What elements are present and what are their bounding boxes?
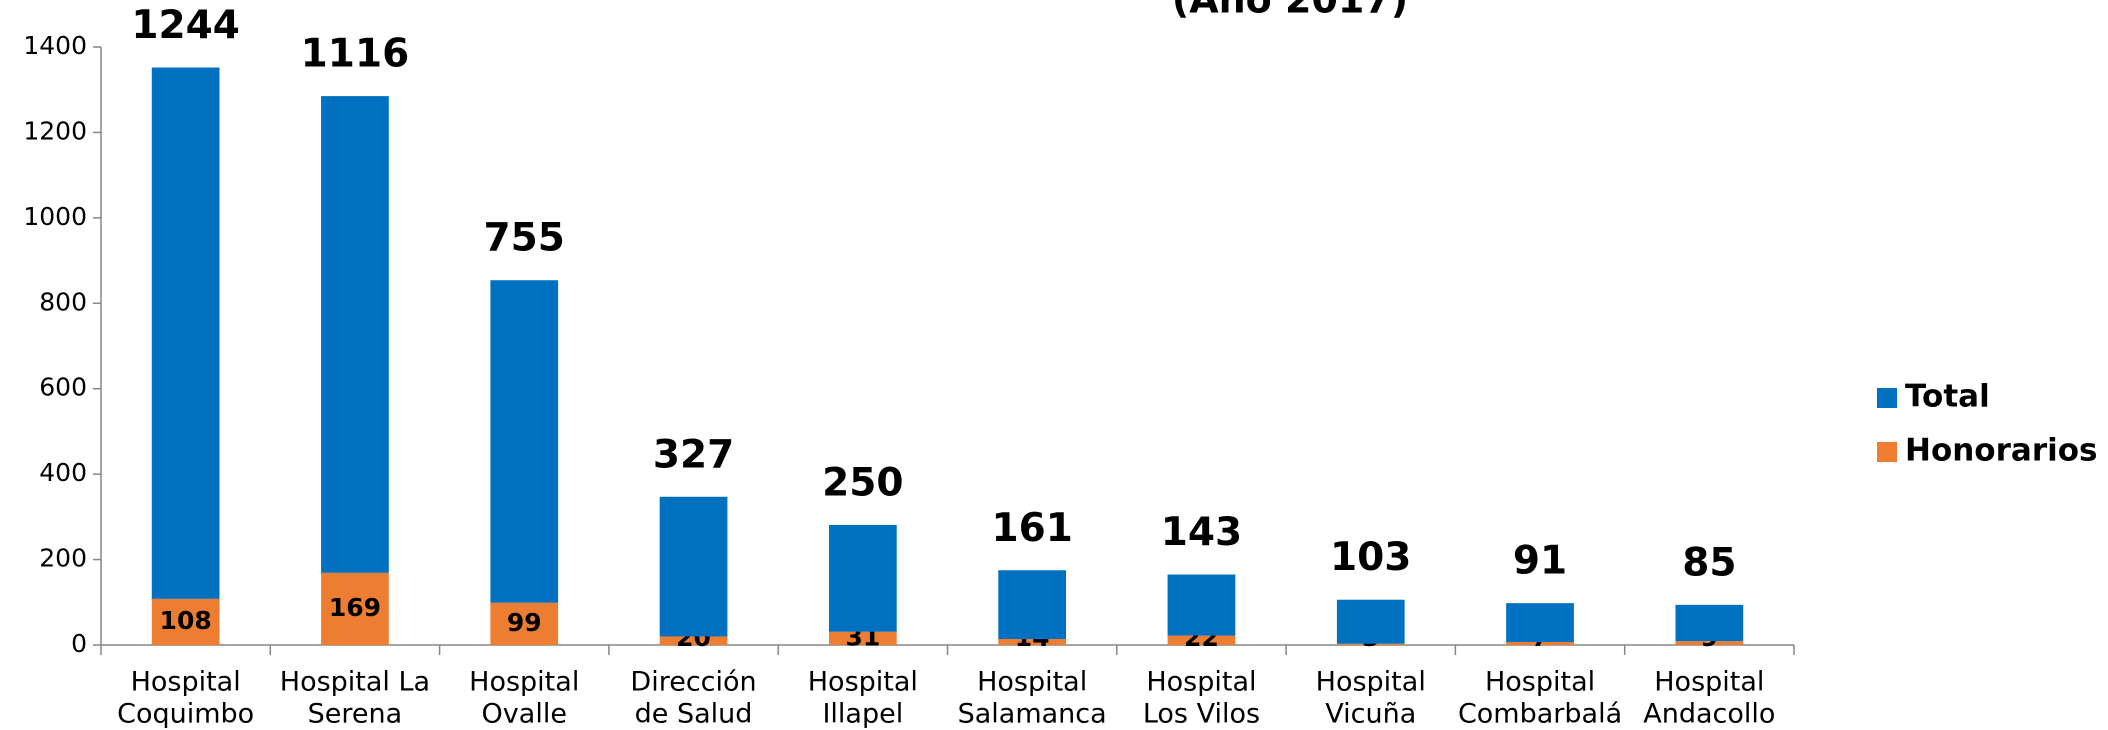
x-tick-label: Los Vilos [1143, 699, 1260, 730]
bar-segment [1506, 603, 1574, 643]
value-label: 108 [160, 606, 212, 635]
y-tick-label: 200 [39, 544, 87, 573]
bar-segment [151, 598, 220, 645]
bar-segment [151, 67, 220, 599]
x-tick-label: Hospital [1146, 667, 1256, 698]
bar-segment [828, 631, 897, 645]
y-tick-label: 1400 [23, 31, 87, 60]
bar-segment [490, 602, 559, 645]
value-label: 250 [822, 460, 903, 505]
x-tick-label: Hospital [131, 667, 241, 698]
bar-segment [998, 639, 1067, 645]
x-tick-label: Dirección [630, 667, 756, 698]
x-tick-label: Hospital [1316, 667, 1426, 698]
y-tick-label: 1200 [23, 116, 87, 145]
x-tick-label: Serena [308, 699, 403, 730]
bar-segment [1167, 635, 1236, 645]
bar-segment [1167, 574, 1236, 636]
bar-segment [1675, 641, 1744, 645]
value-label: 103 [1330, 535, 1411, 580]
bar-segment [321, 572, 389, 645]
x-tick-label: Ovalle [482, 699, 567, 730]
legend-swatch [1877, 442, 1897, 462]
value-label: 143 [1161, 510, 1242, 555]
x-tick-label: Vicuña [1325, 699, 1416, 730]
chart-title: (Año 2017) [1172, 0, 1408, 22]
value-label: 1116 [301, 32, 410, 77]
x-tick-label: Illapel [822, 699, 903, 730]
value-label: 91 [1513, 539, 1567, 584]
x-tick-label: Hospital [1654, 667, 1764, 698]
bar-segment [659, 636, 728, 645]
value-label: 327 [653, 432, 734, 477]
value-label: 85 [1682, 540, 1736, 585]
x-tick-label: Coquimbo [117, 699, 254, 730]
x-tick-label: Hospital [1485, 667, 1595, 698]
x-tick-label: Hospital La [280, 667, 430, 698]
y-tick-label: 1000 [23, 202, 87, 231]
x-tick-label: Combarbalá [1458, 699, 1622, 730]
bar-segment [998, 570, 1067, 640]
bar-segment [1675, 604, 1744, 642]
value-label: 161 [991, 506, 1072, 551]
bar-segment [1506, 642, 1574, 645]
x-tick-label: Hospital [469, 667, 579, 698]
y-tick-label: 800 [39, 287, 87, 316]
bar-segment [490, 280, 559, 603]
y-tick-label: 600 [39, 373, 87, 402]
bar-segment [321, 96, 389, 573]
bar-segment [828, 524, 897, 632]
value-label: 1244 [131, 3, 240, 48]
bar-segment [1336, 643, 1405, 645]
bar-segment [659, 496, 728, 637]
legend-label: Total [1905, 379, 1990, 415]
x-tick-label: Salamanca [958, 699, 1107, 730]
x-tick-label: Hospital [977, 667, 1087, 698]
y-tick-label: 400 [39, 458, 87, 487]
x-tick-label: Andacollo [1643, 699, 1775, 730]
y-tick-label: 0 [71, 629, 87, 658]
value-label: 99 [507, 608, 542, 637]
x-tick-label: de Salud [635, 699, 753, 730]
x-tick-label: Hospital [808, 667, 918, 698]
legend-label: Honorarios [1905, 433, 2097, 469]
value-label: 755 [484, 216, 565, 261]
legend-swatch [1877, 388, 1897, 408]
value-label: 169 [329, 593, 381, 622]
bar-segment [1336, 599, 1405, 644]
